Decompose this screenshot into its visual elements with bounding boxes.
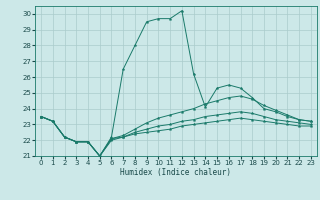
X-axis label: Humidex (Indice chaleur): Humidex (Indice chaleur) <box>121 168 231 177</box>
